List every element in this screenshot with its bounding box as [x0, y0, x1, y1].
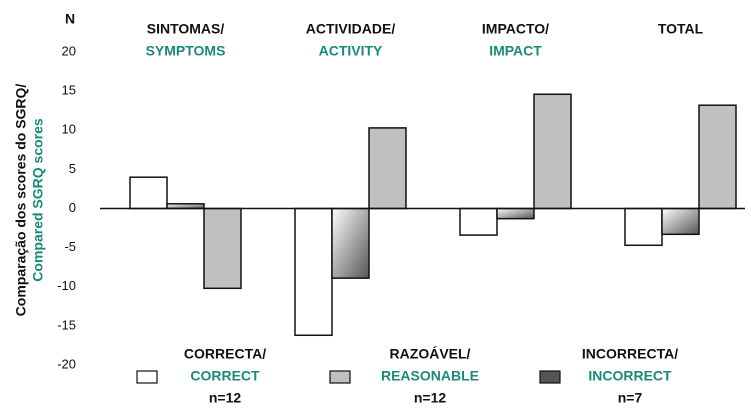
- y-label-group: Comparação dos scores do SGRQ/ Compared …: [13, 84, 46, 317]
- y-tick-label: -10: [57, 278, 76, 293]
- y-tick-label: 10: [62, 122, 76, 137]
- bar: [203, 207, 242, 290]
- category-label: TOTAL: [658, 21, 704, 37]
- category-label-en: IMPACT: [489, 43, 542, 59]
- y-tick-label: 0: [69, 200, 76, 215]
- bar: [368, 127, 407, 210]
- category-label-en: ACTIVITY: [319, 43, 383, 59]
- bar: [661, 207, 700, 236]
- legend-label-en: REASONABLE: [381, 368, 479, 384]
- y-tick-label: 15: [62, 83, 76, 98]
- bar: [533, 93, 572, 210]
- bar: [459, 207, 498, 236]
- y-tick-label: -20: [57, 356, 76, 371]
- y-unit: N: [65, 11, 75, 27]
- y-tick-label: 20: [62, 43, 76, 58]
- category-label-en: SYMPTOMS: [146, 43, 226, 59]
- bar: [624, 207, 663, 247]
- y-label-en: Compared SGRQ scores: [30, 118, 46, 282]
- legend-label: CORRECTA/: [184, 346, 266, 362]
- y-tick-label: -15: [57, 317, 76, 332]
- legend-label: RAZOÁVEL/: [390, 346, 471, 362]
- y-tick-label: 5: [69, 161, 76, 176]
- legend-label-en: INCORRECT: [588, 368, 672, 384]
- y-tick-label: -5: [64, 239, 76, 254]
- y-label: Comparação dos scores do SGRQ/: [13, 84, 29, 317]
- legend-label-en: CORRECT: [190, 368, 260, 384]
- category-label: SINTOMAS/: [147, 21, 225, 37]
- legend-label: INCORRECTA/: [582, 346, 678, 362]
- legend-swatch: [329, 370, 351, 384]
- bar: [496, 207, 535, 220]
- bar: [698, 104, 737, 210]
- category-label: IMPACTO/: [482, 21, 549, 37]
- bar: [331, 207, 370, 279]
- legend-n: n=7: [618, 390, 643, 406]
- legend-n: n=12: [209, 390, 242, 406]
- bar: [129, 176, 168, 210]
- legend-n: n=12: [414, 390, 447, 406]
- legend-swatch: [136, 370, 158, 384]
- category-label: ACTIVIDADE/: [306, 21, 396, 37]
- bar: [294, 207, 333, 337]
- legend-swatch: [539, 370, 561, 384]
